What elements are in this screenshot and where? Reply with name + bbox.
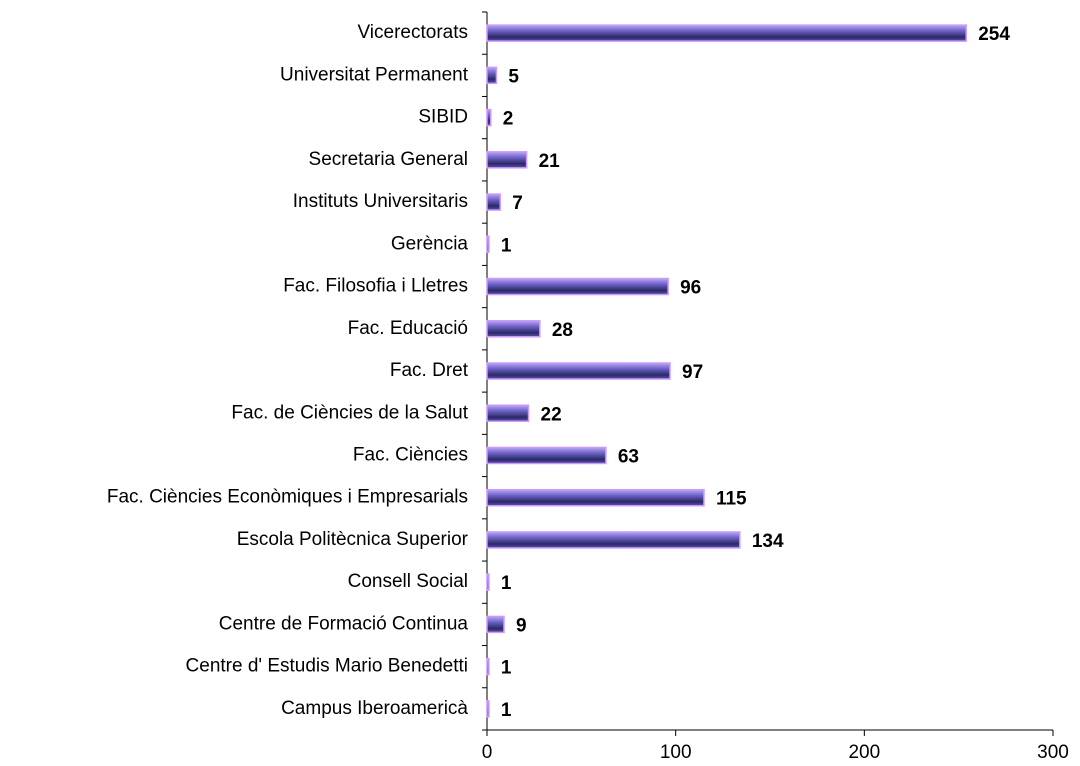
y-tick-label: Consell Social (348, 571, 468, 592)
y-tick-label: SIBID (418, 107, 468, 128)
y-tick-label: Centre d' Estudis Mario Benedetti (186, 656, 468, 677)
x-tick-label: 200 (848, 742, 880, 763)
bar (486, 657, 490, 676)
y-tick-label: Fac. de Ciències de la Salut (231, 402, 468, 423)
value-label: 22 (541, 404, 562, 425)
y-tick-label: Fac. Ciències (353, 444, 468, 465)
bar (486, 573, 490, 591)
value-label: 63 (618, 446, 639, 467)
value-label: 115 (716, 489, 747, 510)
y-tick-label: Gerència (391, 233, 469, 254)
value-label: 2 (503, 109, 514, 130)
value-label: 9 (516, 615, 527, 636)
bar (486, 404, 530, 422)
y-tick-label: Secretaria General (309, 149, 468, 170)
value-label: 21 (539, 151, 561, 172)
bar (486, 700, 490, 718)
y-tick-label: Fac. Dret (390, 360, 469, 381)
bar (486, 108, 492, 127)
y-tick-label: Universitat Permanent (280, 64, 469, 85)
y-tick-label: Instituts Universitaris (293, 191, 468, 212)
y-tick-label: Fac. Ciències Econòmiques i Empresarials (107, 487, 468, 508)
bar (486, 66, 498, 85)
value-label: 7 (512, 193, 523, 214)
bar (486, 235, 490, 254)
y-tick-label: Fac. Filosofia i Lletres (283, 276, 468, 297)
value-label: 1 (501, 573, 512, 594)
value-label: 1 (501, 700, 512, 721)
value-label: 28 (552, 320, 573, 341)
value-label: 254 (978, 24, 1010, 45)
bar (486, 151, 528, 169)
x-tick-label: 0 (482, 742, 493, 763)
y-tick-label: Centre de Formació Continua (219, 613, 469, 634)
bar (486, 531, 741, 549)
value-label: 5 (508, 66, 519, 87)
y-tick-label: Escola Politècnica Superior (237, 529, 469, 550)
x-tick-label: 300 (1037, 742, 1069, 763)
y-tick-label: Campus Iberoamericà (281, 698, 468, 719)
value-label: 96 (680, 278, 701, 299)
y-tick-label: Fac. Educació (348, 318, 468, 339)
bar (486, 446, 607, 465)
value-label: 97 (682, 362, 703, 383)
bar (486, 362, 671, 380)
bar (486, 277, 669, 296)
bar (486, 24, 967, 42)
value-label: 134 (752, 531, 784, 552)
bar (486, 320, 541, 338)
y-tick-label: Vicerectorats (357, 22, 468, 43)
value-label: 1 (501, 235, 512, 256)
value-label: 1 (501, 658, 512, 679)
bar (486, 193, 501, 211)
x-tick-label: 100 (660, 742, 692, 763)
bar (486, 488, 705, 507)
bar (486, 615, 505, 634)
